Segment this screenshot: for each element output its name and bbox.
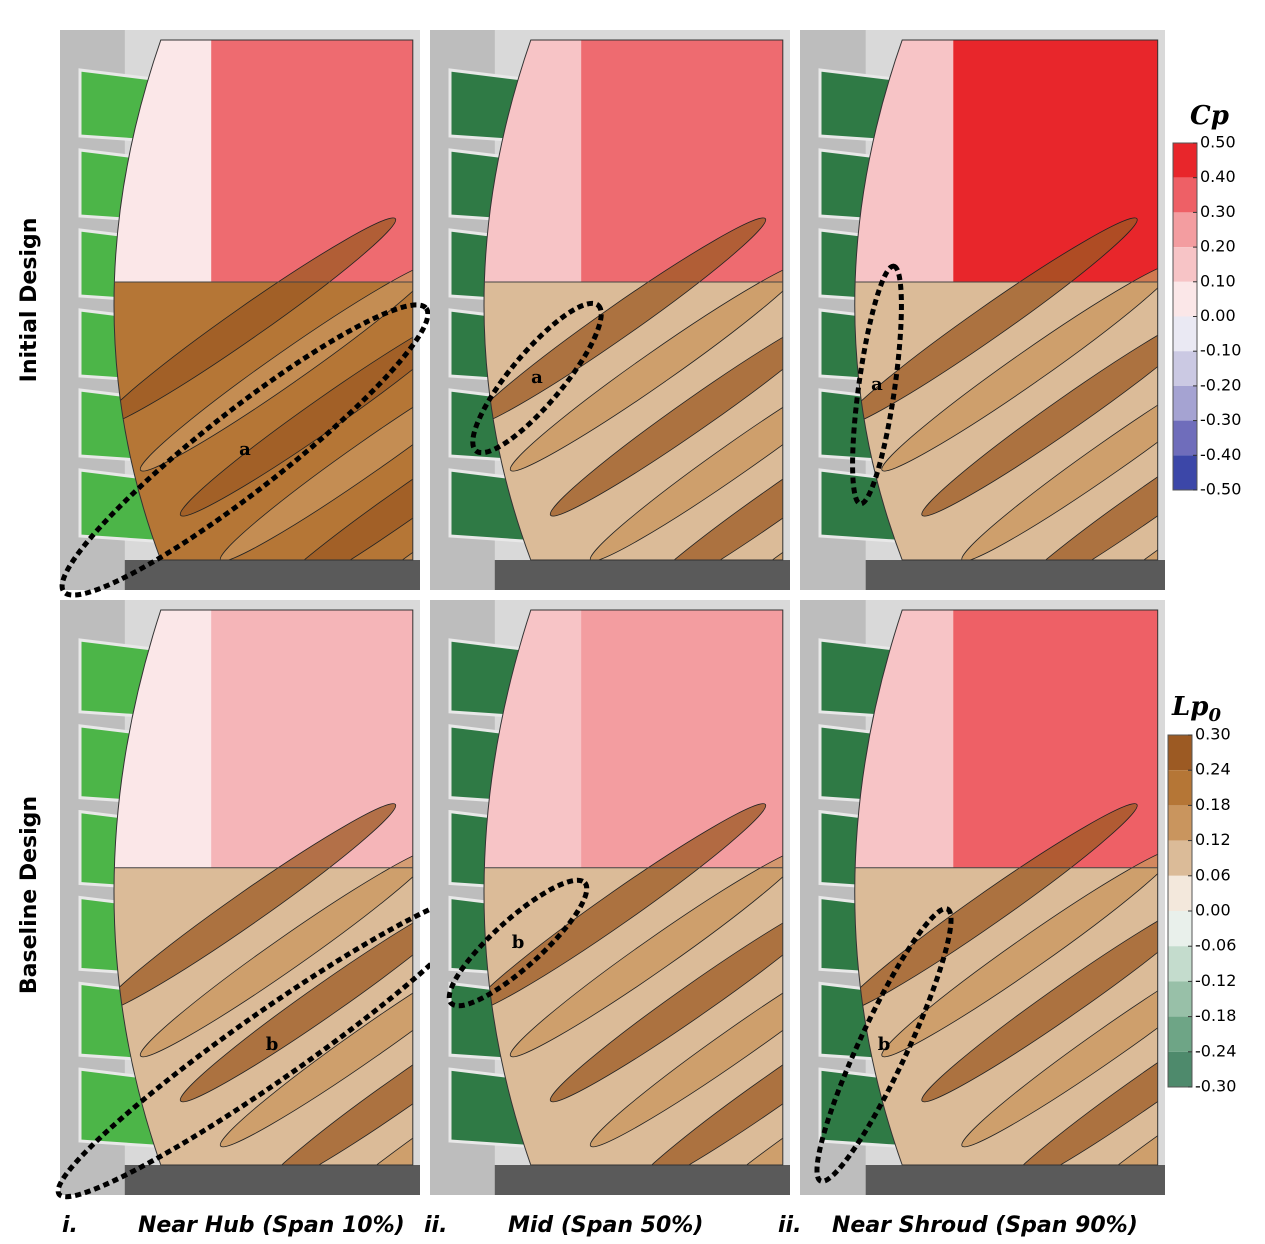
colorbar-tick-label: -0.30 xyxy=(1200,410,1241,429)
colorbar-band xyxy=(1168,735,1192,770)
colorbar-tick-label: 0.12 xyxy=(1195,830,1231,849)
caption-index: i. xyxy=(62,1213,78,1238)
colorbar-band xyxy=(1173,178,1197,213)
caption-index: ii. xyxy=(424,1213,447,1238)
caption-text: Near Hub (Span 10%) xyxy=(138,1213,405,1238)
colorbar-tick-label: 0.24 xyxy=(1195,760,1231,779)
colorbar-tick-label: 0.06 xyxy=(1195,865,1231,884)
annotation-label: b xyxy=(266,1034,279,1055)
colorbar-title: Cp xyxy=(1190,101,1229,131)
row-label: Baseline Design xyxy=(17,796,42,994)
colorbar-tick-label: -0.24 xyxy=(1195,1041,1236,1060)
colorbar-tick-label: -0.20 xyxy=(1200,375,1241,394)
colorbar-tick-label: 0.50 xyxy=(1200,133,1236,152)
colorbar-band xyxy=(1173,386,1197,421)
colorbar-tick-label: -0.40 xyxy=(1200,445,1241,464)
colorbar-band xyxy=(1173,212,1197,247)
colorbar-tick-label: 0.30 xyxy=(1200,202,1236,221)
colorbar-band xyxy=(1168,805,1192,840)
colorbar-band xyxy=(1173,351,1197,386)
colorbar-tick-label: -0.06 xyxy=(1195,936,1236,955)
panels: a a a b b b xyxy=(39,30,1265,1244)
colorbar-tick-label: 0.20 xyxy=(1200,237,1236,256)
annotation-label: b xyxy=(878,1034,891,1055)
colorbar-band xyxy=(1168,981,1192,1016)
row-label: Initial Design xyxy=(17,218,42,383)
colorbar-band xyxy=(1168,770,1192,805)
colorbar-tick-label: -0.12 xyxy=(1195,971,1236,990)
colorbar-tick-label: 0.00 xyxy=(1195,901,1231,920)
colorbar-tick-label: -0.18 xyxy=(1195,1006,1236,1025)
colorbar-tick-label: -0.10 xyxy=(1200,341,1241,360)
colorbar-title-sub: 0 xyxy=(1208,705,1221,726)
colorbar-tick-label: 0.10 xyxy=(1200,271,1236,290)
colorbar-band xyxy=(1168,911,1192,946)
colorbar-band xyxy=(1173,421,1197,456)
colorbar-tick-label: 0.30 xyxy=(1195,725,1231,744)
annotation-label: a xyxy=(871,374,883,395)
colorbar-title: Lp0 xyxy=(1171,692,1221,726)
caption-text: Near Shroud (Span 90%) xyxy=(832,1213,1138,1238)
caption-index: ii. xyxy=(778,1213,801,1238)
colorbar-band xyxy=(1173,282,1197,317)
colorbar-band xyxy=(1173,317,1197,352)
colorbar-band xyxy=(1173,143,1197,178)
annotation-label: a xyxy=(531,367,543,388)
caption-text: Mid (Span 50%) xyxy=(508,1213,703,1238)
colorbar-band xyxy=(1168,876,1192,911)
colorbar-tick-label: 0.40 xyxy=(1200,167,1236,186)
figure: a a a b b b Initial Design Baseline Design i.… xyxy=(0,0,1265,1244)
colorbar-tick-label: 0.00 xyxy=(1200,306,1236,325)
colorbar-band xyxy=(1168,1017,1192,1052)
colorbar-band xyxy=(1173,455,1197,490)
colorbar-band xyxy=(1173,247,1197,282)
colorbar-tick-label: -0.30 xyxy=(1195,1077,1236,1096)
colorbar-tick-label: -0.50 xyxy=(1200,480,1241,499)
colorbar-tick-label: 0.18 xyxy=(1195,795,1231,814)
colorbar-band xyxy=(1168,946,1192,981)
colorbar-band xyxy=(1168,1052,1192,1087)
colorbar-title-main: Lp xyxy=(1171,692,1208,722)
colorbar-band xyxy=(1168,841,1192,876)
annotation-label: a xyxy=(239,439,251,460)
annotation-label: b xyxy=(512,932,525,953)
